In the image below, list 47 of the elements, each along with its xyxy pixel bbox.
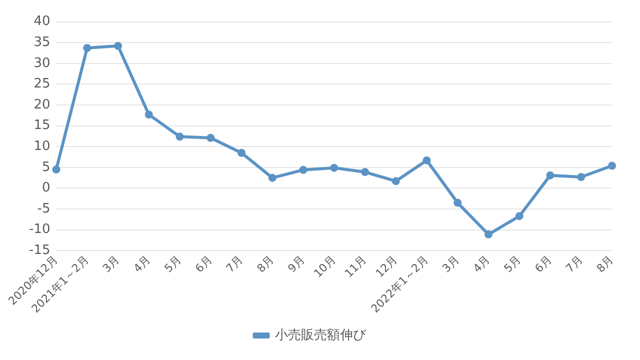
- point: [144, 110, 153, 119]
- point: [484, 230, 492, 238]
- x-tick-label: 6月: [532, 253, 554, 276]
- point: [52, 166, 60, 174]
- y-tick-label: -5: [37, 201, 50, 216]
- point: [238, 148, 246, 157]
- x-tick-label: 11月: [342, 253, 370, 280]
- point: [299, 166, 308, 174]
- point: [608, 162, 616, 170]
- point: [422, 156, 431, 164]
- point: [206, 134, 215, 142]
- x-tick-label: 3月: [440, 253, 462, 276]
- point: [176, 132, 184, 141]
- x-tick-label: 8月: [254, 253, 277, 276]
- y-tick-label: 15: [34, 118, 50, 134]
- x-tick-label: 5月: [162, 253, 184, 276]
- point: [330, 164, 338, 172]
- x-tick-label: 4月: [470, 253, 493, 276]
- point: [114, 42, 122, 50]
- x-tick-label: 5月: [502, 253, 524, 276]
- point: [392, 177, 400, 186]
- point: [546, 171, 554, 180]
- x-tick-label: 9月: [285, 253, 308, 276]
- point: [83, 44, 92, 52]
- y-tick-label: 35: [34, 34, 50, 50]
- y-tick-label: 25: [34, 76, 50, 92]
- y-tick-label: 30: [34, 56, 50, 71]
- x-tick-label: 4月: [131, 253, 154, 276]
- y-tick-label: -10: [29, 222, 50, 238]
- legend-label: 小売販売額伸び: [274, 328, 367, 343]
- y-tick-label: 40: [34, 14, 50, 30]
- x-tick-label: 7月: [224, 253, 246, 276]
- x-tick-label: 8月: [594, 253, 616, 276]
- y-tick-label: 10: [34, 138, 50, 154]
- point: [515, 212, 524, 220]
- x-tick-label: 3月: [100, 253, 122, 276]
- y-tick-label: 5: [42, 160, 50, 175]
- point: [361, 168, 369, 176]
- point: [268, 174, 276, 182]
- x-tick-label: 7月: [563, 253, 586, 276]
- x-tick-label: 6月: [192, 253, 215, 276]
- y-tick-label: 20: [34, 97, 50, 112]
- point: [454, 198, 462, 207]
- point: [577, 172, 586, 181]
- x-tick-label: 12月: [373, 253, 400, 280]
- y-tick-label: 0: [42, 180, 50, 196]
- x-tick-label: 10月: [311, 253, 338, 280]
